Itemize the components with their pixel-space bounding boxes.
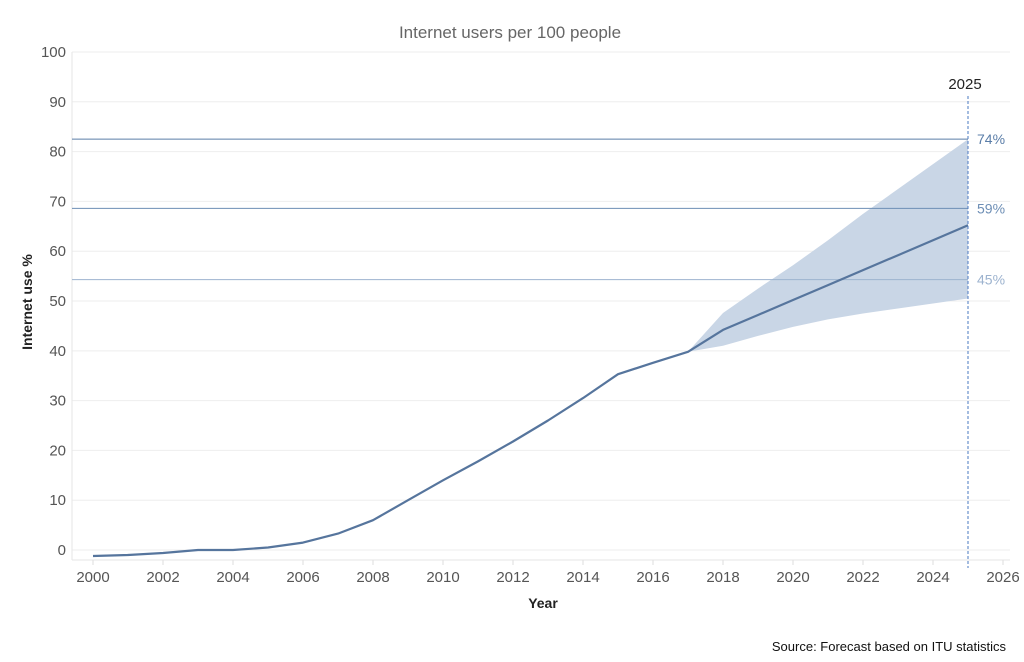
x-tick-label: 2000 (76, 569, 109, 586)
x-axis-label: Year (528, 595, 558, 611)
x-tick-label: 2018 (706, 569, 739, 586)
y-axis-label: Internet use % (19, 254, 35, 350)
chart-title: Internet users per 100 people (399, 23, 621, 42)
reference-label: 45% (977, 272, 1005, 288)
y-tick-label: 50 (49, 293, 66, 310)
y-tick-label: 30 (49, 393, 66, 410)
marker-2025-label: 2025 (948, 76, 981, 93)
y-tick-label: 100 (41, 44, 66, 61)
y-tick-label: 60 (49, 243, 66, 260)
y-tick-label: 40 (49, 343, 66, 360)
x-tick-label: 2004 (216, 569, 249, 586)
y-tick-label: 0 (58, 542, 66, 559)
x-axis-ticks: 2000 2002 2004 2006 2008 2010 2012 2014 2016 2018… (76, 560, 1020, 586)
grid-lines (71, 51, 1010, 561)
forecast-band (688, 139, 968, 352)
x-tick-label: 2022 (846, 569, 879, 586)
source-note: Source: Forecast based on ITU statistics (772, 639, 1007, 654)
reference-lines: 74% 59% 45% (72, 131, 1005, 288)
reference-label: 74% (977, 131, 1005, 147)
x-tick-label: 2010 (426, 569, 459, 586)
x-tick-label: 2006 (286, 569, 319, 586)
x-tick-label: 2026 (986, 569, 1019, 586)
series-line (92, 224, 969, 558)
y-tick-label: 80 (49, 144, 66, 161)
x-tick-label: 2016 (636, 569, 669, 586)
y-axis-ticks: 0 10 20 30 40 50 60 70 80 90 100 (41, 44, 66, 559)
x-tick-label: 2024 (916, 569, 949, 586)
y-tick-label: 20 (49, 442, 66, 459)
y-tick-label: 10 (49, 492, 66, 509)
x-tick-label: 2008 (356, 569, 389, 586)
x-tick-label: 2014 (566, 569, 599, 586)
y-tick-label: 70 (49, 193, 66, 210)
x-tick-label: 2012 (496, 569, 529, 586)
reference-label: 59% (977, 200, 1005, 216)
x-tick-label: 2002 (146, 569, 179, 586)
series-layer (92, 224, 969, 558)
y-tick-label: 90 (49, 94, 66, 111)
forecast-band-layer (688, 139, 968, 352)
x-tick-label: 2020 (776, 569, 809, 586)
